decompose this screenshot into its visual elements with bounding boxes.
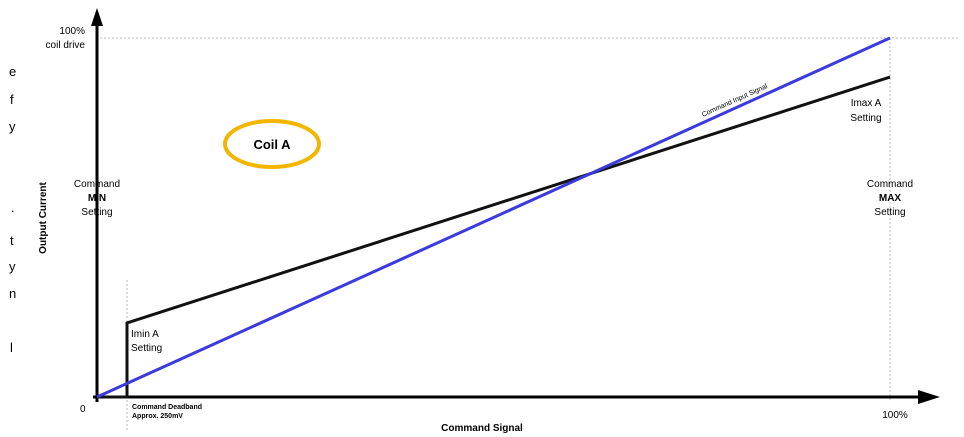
fragment-1: e <box>9 64 16 79</box>
command-input-signal-label: Command Input Signal <box>701 83 769 119</box>
y-axis-title: Output Current <box>38 182 49 254</box>
fragment-7: n <box>9 286 16 301</box>
coil-drive-label: coil drive <box>46 40 86 51</box>
deadband-line-1: Command Deadband <box>132 404 202 411</box>
fragment-3: y <box>9 119 16 134</box>
imin-label: Imin A Setting <box>131 329 162 354</box>
left-text-fragments: e f y . t y n l <box>9 64 16 355</box>
command-max-line-2: MAX <box>879 193 902 204</box>
fragment-8: l <box>10 340 13 355</box>
command-min-line-1: Command <box>74 179 120 190</box>
command-input-signal-line <box>96 36 891 399</box>
top-percent-label: 100% <box>59 26 85 37</box>
imin-line-2: Setting <box>131 343 162 354</box>
imax-label: Imax A Setting <box>850 98 881 124</box>
imax-line-1: Imax A <box>851 98 882 109</box>
deadband-line-2: Approx. 250mV <box>132 413 183 420</box>
command-max-line-1: Command <box>867 179 913 190</box>
command-max-label: Command MAX Setting <box>867 179 913 218</box>
x-axis-title: Command Signal <box>441 423 523 434</box>
imin-line-1: Imin A <box>131 329 159 340</box>
command-min-line-2: MIN <box>88 193 106 204</box>
fragment-2: f <box>10 92 14 107</box>
fragment-6: y <box>9 259 16 274</box>
output-current-line <box>97 75 891 399</box>
command-min-label: Command MIN Setting <box>74 179 120 218</box>
x-max-label: 100% <box>882 410 908 421</box>
origin-label: 0 <box>80 404 86 415</box>
fragment-5: t <box>10 233 14 248</box>
y-axis-arrow <box>91 8 103 26</box>
command-min-line-3: Setting <box>81 207 112 218</box>
fragment-4: . <box>11 200 15 215</box>
x-axis-arrow <box>918 390 940 404</box>
imax-line-2: Setting <box>850 113 881 124</box>
coil-a-ring <box>223 119 321 169</box>
coil-a-label: Coil A <box>253 137 291 152</box>
command-max-line-3: Setting <box>874 207 905 218</box>
